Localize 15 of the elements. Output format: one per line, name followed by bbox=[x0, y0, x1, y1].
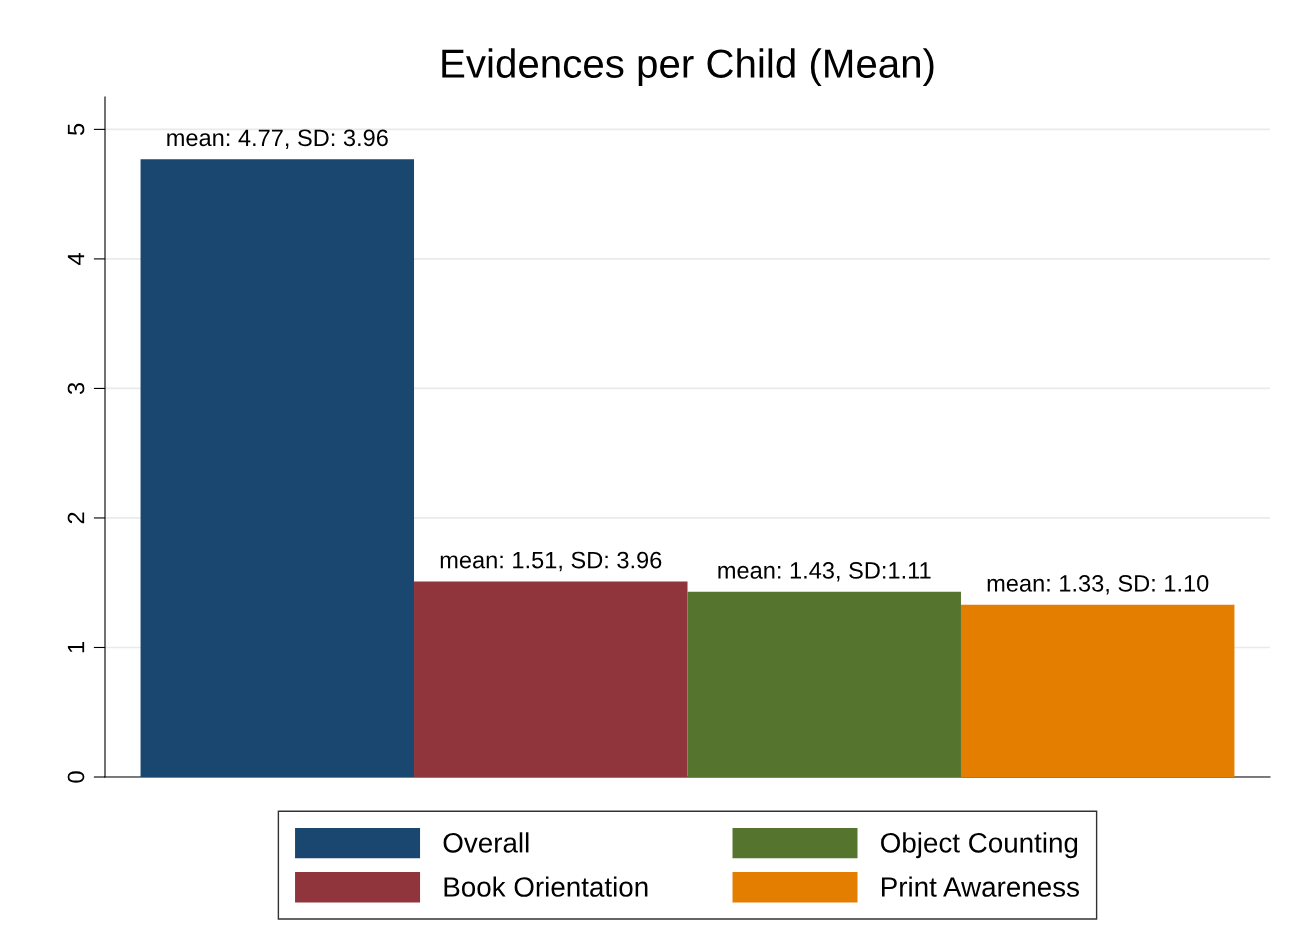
y-tick-label: 3 bbox=[67, 382, 85, 395]
y-tick-label: 0 bbox=[67, 771, 85, 783]
y-tick-label: 2 bbox=[67, 512, 85, 524]
y-tick-label: 4 bbox=[67, 253, 85, 265]
data-label: mean: 1.43, SD:1.11 bbox=[718, 562, 931, 582]
data-label: mean: 4.77, SD: 3.96 bbox=[167, 129, 388, 149]
data-label: mean: 1.51, SD: 3.96 bbox=[440, 551, 662, 572]
legend-label: Book Orientation bbox=[444, 876, 648, 897]
y-tick-label: 1 bbox=[67, 642, 85, 653]
chart-title: Evidences per Child (Mean) bbox=[442, 48, 934, 86]
data-label: mean: 1.33, SD: 1.10 bbox=[987, 575, 1209, 595]
legend-label: Print Awareness bbox=[882, 876, 1079, 897]
legend-label: Overall bbox=[443, 832, 529, 853]
legend-label: Object Counting bbox=[881, 832, 1078, 859]
y-tick-label: 5 bbox=[67, 123, 85, 135]
